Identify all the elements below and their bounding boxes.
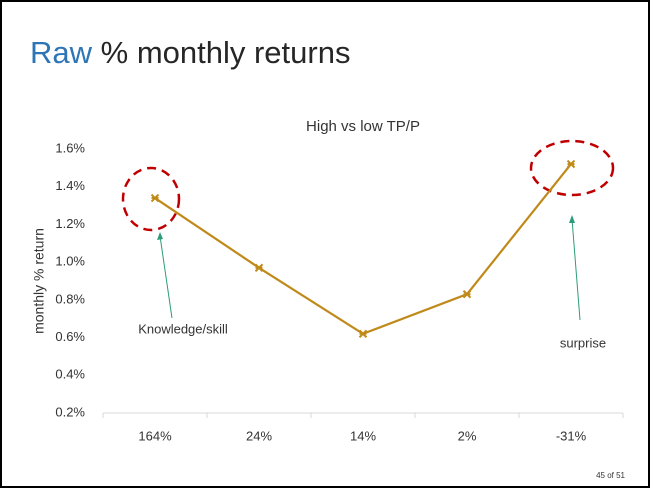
marker (462, 289, 472, 299)
x-tick-label: 24% (246, 428, 272, 443)
x-tick-label: -31% (556, 428, 587, 443)
annotation: surprise (560, 335, 606, 350)
page-number: 45 of 51 (596, 471, 625, 480)
x-tick-label: 164% (138, 428, 172, 443)
y-tick-label: 1.6% (55, 140, 85, 155)
y-tick-label: 0.6% (55, 329, 85, 344)
highlight-ellipse (121, 166, 181, 232)
y-tick-label: 0.4% (55, 367, 85, 382)
y-tick-label: 1.4% (55, 178, 85, 193)
marker (358, 329, 368, 339)
title-rest: % monthly returns (101, 35, 351, 70)
arrow (571, 218, 581, 321)
arrow (159, 235, 173, 319)
x-tick-label: 14% (350, 428, 376, 443)
annotation: Knowledge/skill (138, 321, 228, 336)
x-tick-label: 2% (458, 428, 477, 443)
y-axis-label: monthly % return (31, 228, 47, 334)
arrow-head (157, 232, 163, 240)
y-tick-label: 0.2% (55, 404, 85, 419)
arrow-head (569, 215, 575, 223)
title-highlight: Raw (30, 35, 93, 70)
marker (254, 263, 264, 273)
y-tick-label: 0.8% (55, 291, 85, 306)
marker (150, 193, 160, 203)
highlight-ellipse (529, 139, 615, 197)
y-tick-label: 1.2% (55, 216, 85, 231)
y-tick-label: 1.0% (55, 254, 85, 269)
chart-title: High vs low TP/P (306, 118, 420, 135)
slide-title: Raw % monthly returns (30, 35, 350, 70)
marker (566, 159, 576, 169)
